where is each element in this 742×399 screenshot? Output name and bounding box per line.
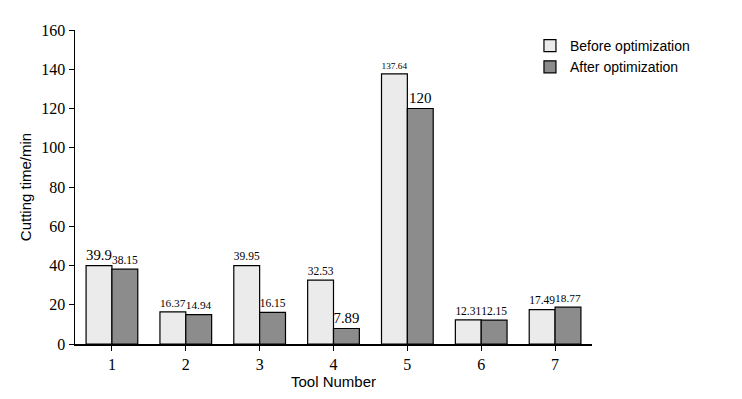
svg-text:140: 140 [41,61,65,78]
svg-text:After optimization: After optimization [570,59,678,75]
svg-text:17.49: 17.49 [529,294,555,306]
svg-text:4: 4 [330,356,338,373]
svg-text:160: 160 [41,22,65,39]
svg-text:5: 5 [403,356,411,373]
svg-text:12.31: 12.31 [455,305,481,317]
svg-text:Cutting time/min: Cutting time/min [17,133,34,241]
svg-text:16.15: 16.15 [260,297,286,309]
svg-text:137.64: 137.64 [382,61,408,71]
svg-text:60: 60 [49,218,65,235]
svg-text:18.77: 18.77 [555,292,581,304]
svg-text:40: 40 [49,257,65,274]
svg-text:2: 2 [182,356,190,373]
svg-text:7: 7 [551,356,559,373]
svg-text:16.37: 16.37 [160,297,186,309]
svg-text:12.15: 12.15 [481,305,507,317]
svg-text:39.95: 39.95 [234,250,260,262]
svg-text:6: 6 [477,356,485,373]
svg-text:32.53: 32.53 [308,265,334,277]
svg-text:3: 3 [256,356,264,373]
svg-text:120: 120 [409,90,432,106]
svg-text:1: 1 [108,356,116,373]
svg-text:39.9: 39.9 [86,247,112,263]
svg-text:38.15: 38.15 [112,254,138,266]
svg-text:100: 100 [41,139,65,156]
svg-text:0: 0 [57,336,65,353]
svg-text:7.89: 7.89 [334,310,360,326]
svg-text:80: 80 [49,179,65,196]
svg-text:Tool Number: Tool Number [291,373,376,390]
svg-text:14.94: 14.94 [186,299,212,311]
svg-text:Before optimization: Before optimization [570,38,690,54]
svg-text:120: 120 [41,100,65,117]
svg-text:20: 20 [49,296,65,313]
